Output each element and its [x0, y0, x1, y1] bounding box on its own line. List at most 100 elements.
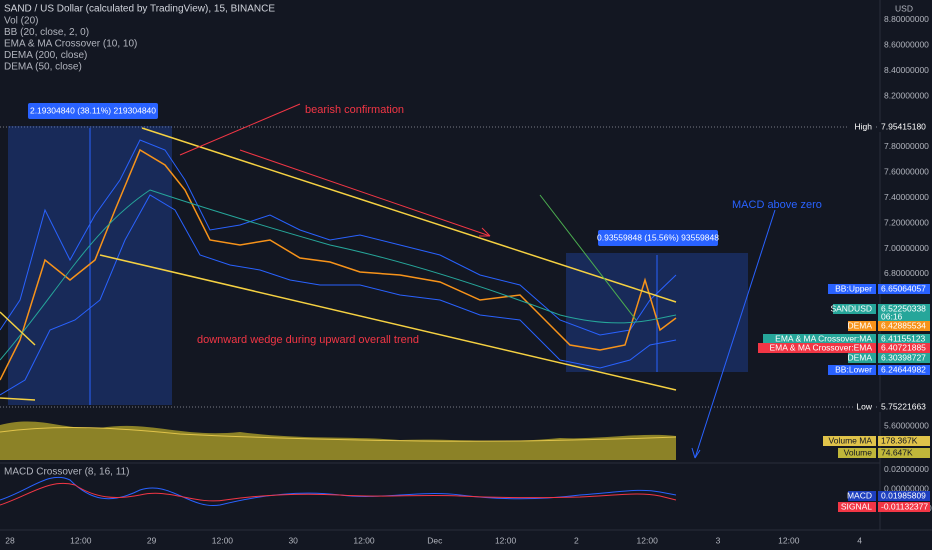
tag-label: BB:Lower — [835, 364, 872, 374]
price-label: 8.80000000 — [884, 14, 929, 24]
tag-value: 0.01985809 — [881, 490, 926, 500]
annotation: downward wedge during upward overall tre… — [197, 334, 419, 346]
time-label: 12:00 — [637, 535, 659, 545]
tag-value: 6.40721885 — [881, 342, 926, 352]
tag-label: BB:Upper — [835, 283, 872, 293]
wedge-line — [141, 127, 677, 303]
arrow — [239, 149, 491, 237]
time-label: Dec — [427, 535, 443, 545]
dema — [0, 189, 677, 361]
tag-value-bg — [878, 321, 930, 331]
wedge-line — [0, 397, 36, 401]
tag-value-bg — [878, 436, 930, 446]
measure-label-bg — [28, 103, 158, 119]
time-label: 12:00 — [778, 535, 800, 545]
tag-label: High — [855, 121, 873, 131]
tag-label: DEMA — [847, 320, 872, 330]
tag-label: Low — [856, 401, 872, 411]
tag-value: 6.52250338 — [881, 303, 926, 313]
tag-value: 5.75221663 — [881, 401, 926, 411]
tag-label-bg — [758, 343, 876, 353]
arrow — [694, 209, 776, 459]
tag-label: DEMA — [847, 352, 872, 362]
tag-value: 7.95415180 — [881, 121, 926, 131]
tag-label-bg — [848, 491, 876, 501]
indicator: BB (20, close, 2, 0) — [4, 27, 89, 38]
tag-label-bg — [848, 353, 876, 363]
price-label: 7.80000000 — [884, 141, 929, 151]
tag-label: MACD — [847, 490, 872, 500]
price-label: 8.60000000 — [884, 40, 929, 50]
price-label: 5.60000000 — [884, 421, 929, 431]
tag-value: 6.42885534 — [881, 320, 926, 330]
price-label: 6.80000000 — [884, 268, 929, 278]
indicator: Vol (20) — [4, 16, 38, 27]
time-label: 29 — [147, 535, 157, 545]
tag-value-bg — [878, 491, 930, 501]
time-label: 2 — [574, 535, 579, 545]
tag-label-bg — [828, 284, 876, 294]
tag-value: 74.647K — [881, 447, 913, 457]
time-label: 12:00 — [212, 535, 234, 545]
measure-label: 0.93559848 (15.56%) 93559848 — [597, 232, 719, 242]
tag-label-bg — [848, 321, 876, 331]
tag-label: Volume MA — [829, 435, 873, 445]
tag-value-bg — [878, 353, 930, 363]
price-label: 7.60000000 — [884, 167, 929, 177]
time-label: 4 — [857, 535, 862, 545]
time-label: 12:00 — [353, 535, 375, 545]
tag-sub: 06:16 — [881, 311, 903, 321]
tag-value-bg — [878, 402, 930, 412]
tag-value-bg — [878, 448, 930, 458]
tag-label-bg — [823, 436, 876, 446]
time-label: 12:00 — [495, 535, 517, 545]
tag-label-bg — [828, 365, 876, 375]
tag-value-bg — [878, 365, 930, 375]
tag-label-bg — [833, 304, 876, 314]
wedge-line — [99, 254, 677, 391]
measure-label: 2.19304840 (38.11%) 219304840 — [30, 105, 156, 115]
time-label: 12:00 — [70, 535, 92, 545]
arrow-head — [479, 227, 491, 237]
tag-value: 6.30398727 — [881, 352, 926, 362]
indicator: DEMA (200, close) — [4, 50, 87, 61]
price-label: 7.00000000 — [884, 243, 929, 253]
tag-value-bg — [878, 304, 930, 322]
time-label: 3 — [716, 535, 721, 545]
arrow — [539, 194, 637, 321]
tag-label-bg — [848, 122, 876, 132]
signal-line — [0, 482, 677, 506]
volume-area — [0, 421, 676, 460]
annotation: bearish confirmation — [305, 104, 404, 116]
time-label: 28 — [5, 535, 15, 545]
tag-value-bg — [878, 334, 930, 344]
tag-label: SANDUSD — [830, 303, 872, 313]
wedge-line — [0, 311, 36, 346]
price-label: 7.20000000 — [884, 217, 929, 227]
tag-value-bg — [878, 284, 930, 294]
tag-label: EMA & MA Crossover:MA — [775, 333, 872, 343]
symbol: SAND / US Dollar (calculated by TradingV… — [4, 4, 275, 15]
tag-label: SIGNAL — [841, 501, 872, 511]
arrow-head — [691, 447, 701, 459]
tag-value: 6.41155123 — [881, 333, 926, 343]
indicator: DEMA (50, close) — [4, 62, 82, 73]
tag-label-bg — [838, 502, 876, 512]
bb-lower — [0, 194, 677, 396]
tag-value-bg — [878, 122, 930, 132]
volume-ma — [0, 427, 677, 442]
currency: USD — [895, 3, 913, 13]
macd-title: MACD Crossover (8, 16, 11) — [4, 467, 129, 478]
annotation: MACD above zero — [732, 199, 822, 211]
tag-label: EMA & MA Crossover:EMA — [770, 342, 873, 352]
macd-label: 0.02000000 — [884, 464, 929, 474]
tag-value: 6.24644982 — [881, 364, 926, 374]
macd-label: 0.00000000 — [884, 483, 929, 493]
tag-label: Volume — [844, 447, 873, 457]
tag-label-bg — [853, 402, 876, 412]
tag-value: -0.01132377 — [881, 501, 928, 511]
time-label: 30 — [288, 535, 298, 545]
tag-label-bg — [763, 334, 876, 344]
arrow — [179, 103, 301, 156]
